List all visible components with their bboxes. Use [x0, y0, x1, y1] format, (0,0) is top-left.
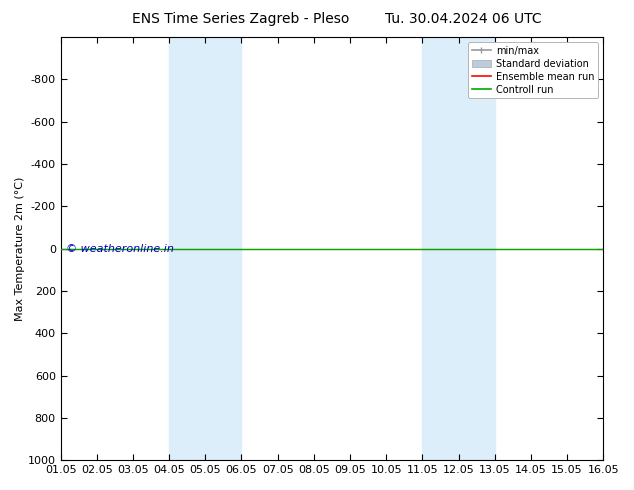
- Bar: [422, 37, 495, 460]
- Text: ENS Time Series Zagreb - Pleso: ENS Time Series Zagreb - Pleso: [133, 12, 349, 26]
- Y-axis label: Max Temperature 2m (°C): Max Temperature 2m (°C): [15, 176, 25, 321]
- Legend: min/max, Standard deviation, Ensemble mean run, Controll run: min/max, Standard deviation, Ensemble me…: [468, 42, 598, 98]
- Text: © weatheronline.in: © weatheronline.in: [66, 244, 174, 254]
- Bar: [169, 37, 242, 460]
- Text: Tu. 30.04.2024 06 UTC: Tu. 30.04.2024 06 UTC: [384, 12, 541, 26]
